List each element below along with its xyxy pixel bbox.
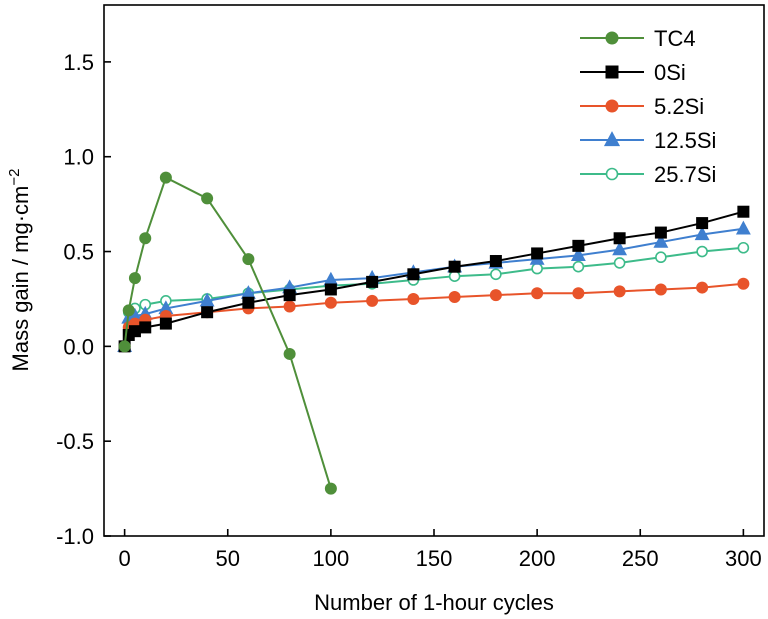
legend-label: 25.7Si <box>654 162 716 187</box>
legend: TC4 0Si 5.2Si 12.5Si 25.7Si <box>580 26 716 187</box>
data-point-marker <box>139 321 152 334</box>
data-point-marker <box>489 255 502 268</box>
legend-entry: 25.7Si <box>580 162 716 187</box>
data-point-marker <box>324 283 337 296</box>
data-point-marker <box>159 171 172 184</box>
legend-entry: 5.2Si <box>580 94 704 119</box>
data-point-marker <box>489 289 502 302</box>
legend-label: 5.2Si <box>654 94 704 119</box>
legend-entry: 12.5Si <box>580 128 716 153</box>
y-tick-label: 1.0 <box>63 145 94 170</box>
y-axis-label: Mass gain / mg·cm−2 <box>6 169 33 372</box>
data-point-marker <box>201 306 214 319</box>
data-point-marker <box>696 217 709 230</box>
data-point-marker <box>605 167 619 181</box>
data-point-marker <box>531 262 543 275</box>
legend-entry: 0Si <box>580 60 686 85</box>
data-point-marker <box>613 257 626 269</box>
x-tick-label: 100 <box>313 546 350 571</box>
data-point-marker <box>531 247 544 260</box>
series-5-2si <box>118 277 750 353</box>
y-tick-label: 0.0 <box>63 334 94 359</box>
legend-label: 12.5Si <box>654 128 716 153</box>
y-tick-label: 0.5 <box>63 240 94 265</box>
x-axis-ticks: 0 50 100 150 200 250 300 <box>119 529 762 571</box>
data-point-marker <box>655 251 667 264</box>
y-axis-label-exponent: −2 <box>6 169 23 186</box>
data-point-marker <box>324 296 337 309</box>
data-point-marker <box>572 260 585 273</box>
data-point-marker <box>605 31 619 45</box>
data-point-marker <box>407 268 420 281</box>
data-point-marker <box>605 65 619 79</box>
x-axis-label: Number of 1-hour cycles <box>314 590 554 615</box>
data-point-marker <box>654 283 667 296</box>
legend-label: TC4 <box>654 26 696 51</box>
data-point-marker <box>448 291 461 304</box>
data-point-marker <box>737 241 750 254</box>
data-point-marker <box>696 281 709 294</box>
data-point-marker <box>572 287 585 300</box>
data-point-marker <box>139 232 152 245</box>
x-tick-label: 200 <box>519 546 556 571</box>
data-point-marker <box>737 205 750 218</box>
data-point-marker <box>242 296 255 309</box>
data-point-marker <box>448 260 461 273</box>
data-point-marker <box>407 292 420 305</box>
data-point-marker <box>366 275 379 288</box>
data-point-marker <box>242 253 255 266</box>
series-line <box>123 282 744 347</box>
data-point-marker <box>118 340 131 353</box>
data-point-marker <box>283 347 296 360</box>
data-point-marker <box>240 285 256 299</box>
data-point-marker <box>531 287 544 300</box>
data-point-marker <box>201 192 214 205</box>
x-tick-label: 300 <box>725 546 762 571</box>
data-point-marker <box>199 292 215 307</box>
y-tick-label: 1.5 <box>63 50 94 75</box>
data-point-marker <box>612 241 628 256</box>
data-point-marker <box>572 239 585 252</box>
y-tick-label: -1.0 <box>56 524 94 549</box>
y-axis-ticks: -1.0 -0.5 0.0 0.5 1.0 1.5 <box>56 50 111 549</box>
series-tc4 <box>118 171 337 495</box>
data-point-marker <box>122 304 135 317</box>
legend-entry: TC4 <box>580 26 696 51</box>
series-layer <box>117 171 751 495</box>
data-point-marker <box>694 226 710 241</box>
series-line <box>123 176 332 489</box>
data-point-marker <box>605 99 619 113</box>
series-12-5si <box>117 220 751 353</box>
data-point-marker <box>570 247 586 261</box>
data-point-marker <box>613 285 626 298</box>
data-point-marker <box>159 317 172 330</box>
x-tick-label: 250 <box>622 546 659 571</box>
data-point-marker <box>603 131 621 147</box>
data-point-marker <box>613 232 626 245</box>
data-point-marker <box>735 220 751 235</box>
data-point-marker <box>737 277 750 290</box>
data-point-marker <box>128 272 141 285</box>
data-point-marker <box>283 300 296 313</box>
data-point-marker <box>323 271 339 286</box>
data-point-marker <box>158 300 174 315</box>
data-point-marker <box>366 294 379 307</box>
data-point-marker <box>128 325 141 338</box>
legend-label: 0Si <box>654 60 686 85</box>
x-tick-label: 0 <box>119 546 131 571</box>
y-tick-label: -0.5 <box>56 429 94 454</box>
x-tick-label: 50 <box>216 546 240 571</box>
y-axis-label-main: Mass gain / mg·cm <box>8 186 33 372</box>
data-point-marker <box>324 482 337 495</box>
data-point-marker <box>653 233 669 248</box>
data-point-marker <box>283 289 296 302</box>
x-tick-label: 150 <box>416 546 453 571</box>
data-point-marker <box>490 268 502 281</box>
data-point-marker <box>654 226 667 239</box>
data-point-marker <box>696 245 708 258</box>
series-line <box>123 227 744 347</box>
